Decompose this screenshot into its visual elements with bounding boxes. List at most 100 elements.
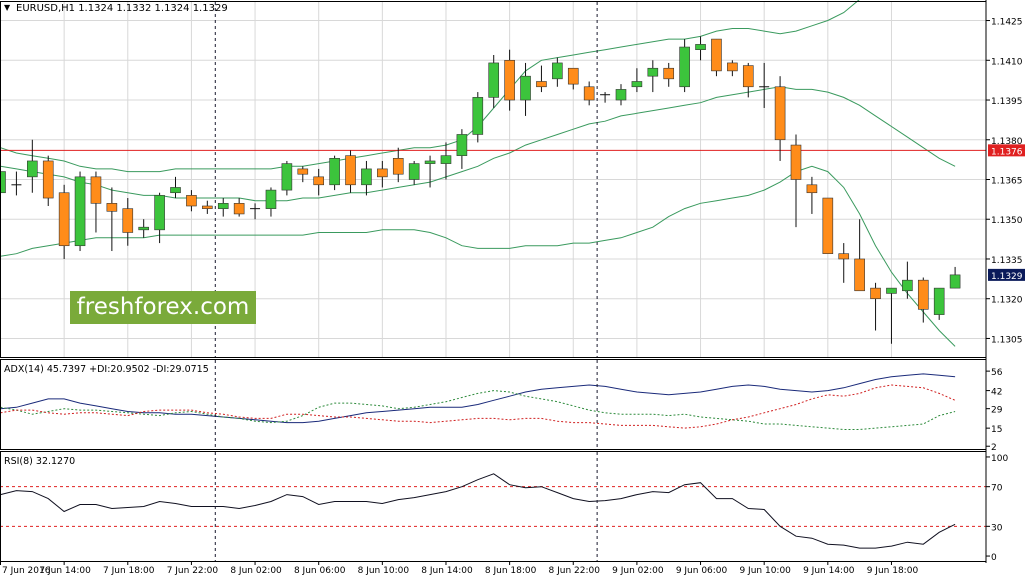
candle[interactable] [902,261,913,299]
candle[interactable] [281,160,293,196]
candle[interactable] [74,171,86,252]
candle[interactable] [424,155,436,188]
price-panel[interactable]: 1.1425 1.1410 1.1395 1.1380 1.1365 1.1350 1.13… [0,0,1025,357]
candle[interactable] [456,129,468,169]
candle[interactable] [408,160,420,185]
candle[interactable] [917,277,929,323]
time-tick-label: 9 Jun 18:00 [867,566,919,576]
bollinger-upper-line [0,0,860,173]
candle[interactable] [27,139,38,193]
adx-panel[interactable]: 56 42 29 15 2 ADX(14) 45.7397 +DI:20.9502 -DI… [0,364,1003,453]
candle[interactable] [806,176,818,214]
rsi-line [0,473,956,549]
candle[interactable] [472,92,484,143]
candle[interactable] [186,190,197,212]
candle[interactable] [854,219,865,292]
candle[interactable] [647,60,659,93]
candle[interactable] [679,39,690,93]
candle[interactable] [742,62,754,98]
candle[interactable] [504,49,515,111]
candle-body-bull [74,176,86,247]
candle-body-bull [265,189,277,209]
candle[interactable] [250,203,261,220]
candle[interactable] [42,155,54,206]
candle[interactable] [870,282,881,331]
candle[interactable] [536,65,547,93]
candle[interactable] [774,76,786,161]
candle[interactable] [615,84,627,106]
price-tick-label: 1.1320 [991,296,1023,306]
candle-body-bull [281,163,293,191]
time-tick-label: 8 Jun 06:00 [294,566,346,576]
candle[interactable] [695,36,706,61]
candle[interactable] [600,92,611,103]
candle[interactable] [345,150,356,193]
candle-body-bull [472,97,484,135]
time-tick-label: 8 Jun 14:00 [421,566,473,576]
candle[interactable] [392,147,404,183]
candle-body-bull [933,287,945,315]
candle[interactable] [838,243,850,283]
time-tick-label: 7 Jun 18:00 [103,566,155,576]
candle-body-bull [154,195,165,231]
candle[interactable] [440,142,452,180]
candle[interactable] [122,198,134,246]
candle-body-bull [886,287,897,294]
candle[interactable] [663,62,675,87]
candle[interactable] [90,171,102,233]
rsi-panel[interactable]: 100 70 30 0 RSI(8) 32.1270 [0,454,1008,563]
candle[interactable] [631,68,643,93]
candle[interactable] [170,176,181,199]
candle[interactable] [488,54,500,108]
candle-body-bull [902,279,913,292]
candle[interactable] [361,160,372,196]
candle[interactable] [759,62,770,108]
candle[interactable] [567,67,579,90]
adx-line [0,373,956,424]
candle-body-bear [711,38,722,72]
candle-body-bear [567,67,579,85]
time-tick-label: 8 Jun 02:00 [230,566,282,576]
time-tick-label: 9 Jun 06:00 [676,566,728,576]
candle[interactable] [106,187,118,252]
candle-body-bear [504,59,515,101]
candle[interactable] [711,38,722,77]
candle-body-bear [392,158,404,175]
time-tick-label: 9 Jun 10:00 [739,566,791,576]
candle[interactable] [886,287,897,344]
candle[interactable] [949,266,961,289]
candle[interactable] [233,198,245,217]
price-tag-label: 1.1376 [991,147,1023,157]
candle[interactable] [202,200,213,214]
candle[interactable] [790,134,802,228]
price-tag-label: 1.1329 [991,272,1023,282]
candle[interactable] [377,160,388,188]
candle[interactable] [520,62,531,116]
adx-tick-label: 15 [991,425,1002,435]
candle-body-bull [27,160,38,178]
candle[interactable] [217,198,229,217]
candle[interactable] [138,219,149,238]
candle-body-bear [345,155,356,186]
candle-body-bull [695,44,706,50]
candle[interactable] [11,171,22,196]
candle[interactable] [265,187,277,217]
candle[interactable] [552,57,563,87]
price-tick-label: 1.1395 [991,97,1023,107]
candle-body-bull [170,187,181,194]
candle[interactable] [933,287,945,320]
candle[interactable] [154,192,165,244]
candle[interactable] [329,155,340,191]
di-minus-line [0,384,956,429]
candle[interactable] [727,60,738,77]
candle[interactable] [58,184,70,259]
time-tick-label: 8 Jun 10:00 [358,566,410,576]
candle[interactable] [313,168,325,196]
price-tick-label: 1.1425 [991,18,1023,28]
adx-tick-label: 42 [991,388,1002,398]
candle[interactable] [583,81,595,106]
candle[interactable] [297,166,309,183]
candle[interactable] [822,197,834,254]
